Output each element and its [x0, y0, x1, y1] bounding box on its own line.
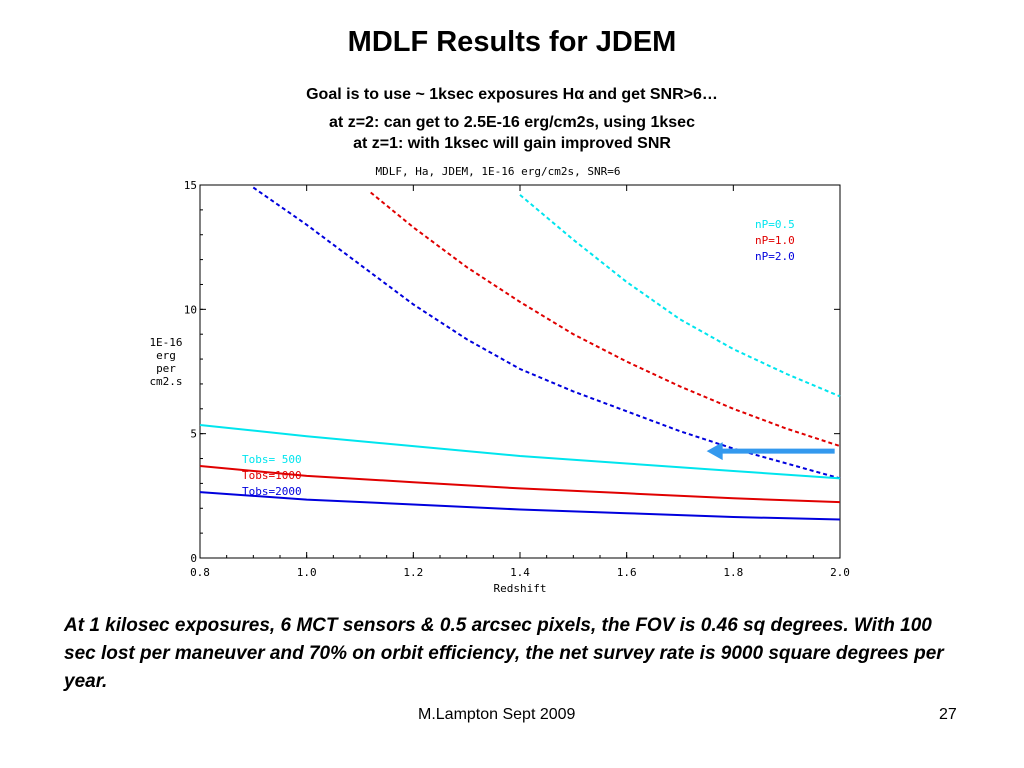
y-axis-label-line: per [156, 362, 176, 375]
x-tick-label: 2.0 [830, 566, 850, 579]
legend-entry: nP=2.0 [755, 250, 795, 263]
subtitle-goal: Goal is to use ~ 1ksec exposures Hα and … [306, 86, 718, 103]
y-axis-label-line: erg [156, 349, 176, 362]
footer-author: M.Lampton Sept 2009 [418, 706, 576, 723]
y-tick-label: 5 [190, 428, 197, 441]
subtitle-z1: at z=1: with 1ksec will gain improved SN… [353, 135, 671, 152]
chart-title: MDLF, Ha, JDEM, 1E-16 erg/cm2s, SNR=6 [375, 165, 620, 178]
plot-frame [199, 184, 841, 559]
x-tick-label: 0.8 [190, 566, 210, 579]
y-tick-label: 0 [190, 552, 197, 565]
subtitle-z2: at z=2: can get to 2.5E-16 erg/cm2s, usi… [329, 114, 695, 131]
legend-entry: Tobs=2000 [242, 485, 302, 498]
body-text: At 1 kilosec exposures, 6 MCT sensors & … [64, 615, 944, 692]
y-axis-label-line: cm2.s [149, 375, 182, 388]
slide-title: MDLF Results for JDEM [347, 26, 677, 58]
series-line [519, 194, 841, 398]
y-tick-label: 10 [184, 303, 197, 316]
x-tick-label: 1.0 [297, 566, 317, 579]
legend-entry: nP=0.5 [755, 218, 795, 231]
series-line [199, 491, 841, 521]
x-tick-label: 1.6 [617, 566, 637, 579]
series-line [252, 186, 841, 480]
legend-entry: Tobs=1000 [242, 469, 302, 482]
series-line [199, 465, 841, 504]
x-axis-label: Redshift [494, 582, 547, 595]
y-tick-label: 15 [184, 179, 197, 192]
legend-entry: nP=1.0 [755, 234, 795, 247]
plot-area: 0.8 1.0 1.2 1.4 1.6 1.8 2.0 0 5 10 15 Redshift 1E-16… [149, 179, 850, 595]
y-axis-label-line: 1E-16 [149, 336, 182, 349]
x-tick-label: 1.8 [723, 566, 743, 579]
page-number: 27 [939, 706, 957, 723]
mdlf-chart: MDLF, Ha, JDEM, 1E-16 erg/cm2s, SNR=6 0.… [149, 165, 850, 595]
x-tick-label: 1.2 [403, 566, 423, 579]
annotation-arrow-head [706, 442, 723, 461]
series-line [199, 424, 841, 480]
x-tick-label: 1.4 [510, 566, 530, 579]
legend-entry: Tobs= 500 [242, 453, 302, 466]
